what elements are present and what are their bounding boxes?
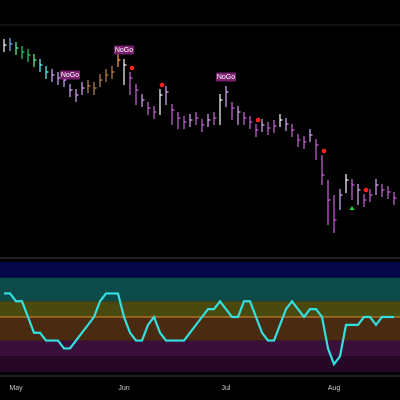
signal-box <box>114 45 134 55</box>
x-tick-label: Aug <box>328 385 341 392</box>
x-tick-label: May <box>9 385 23 392</box>
zone-band <box>0 340 400 357</box>
x-tick-label: Jun <box>118 385 129 392</box>
green-triangle <box>349 206 355 210</box>
oscillator-line <box>4 292 394 367</box>
zone-band <box>0 301 400 317</box>
signal-label: NoGo <box>217 74 235 81</box>
signal-label: NoGo <box>115 47 133 54</box>
red-dot <box>363 187 369 193</box>
zone-band <box>0 262 400 278</box>
zone-band <box>0 356 400 372</box>
red-dot <box>321 148 327 154</box>
red-dot <box>159 82 165 88</box>
signal-box <box>216 72 236 82</box>
signal-box <box>60 70 80 80</box>
x-tick-label: Jul <box>222 385 231 392</box>
red-dot <box>129 65 135 71</box>
signal-label: NoGo <box>61 72 79 79</box>
zone-band <box>0 277 400 302</box>
zone-band <box>0 317 400 341</box>
red-dot <box>255 117 261 123</box>
